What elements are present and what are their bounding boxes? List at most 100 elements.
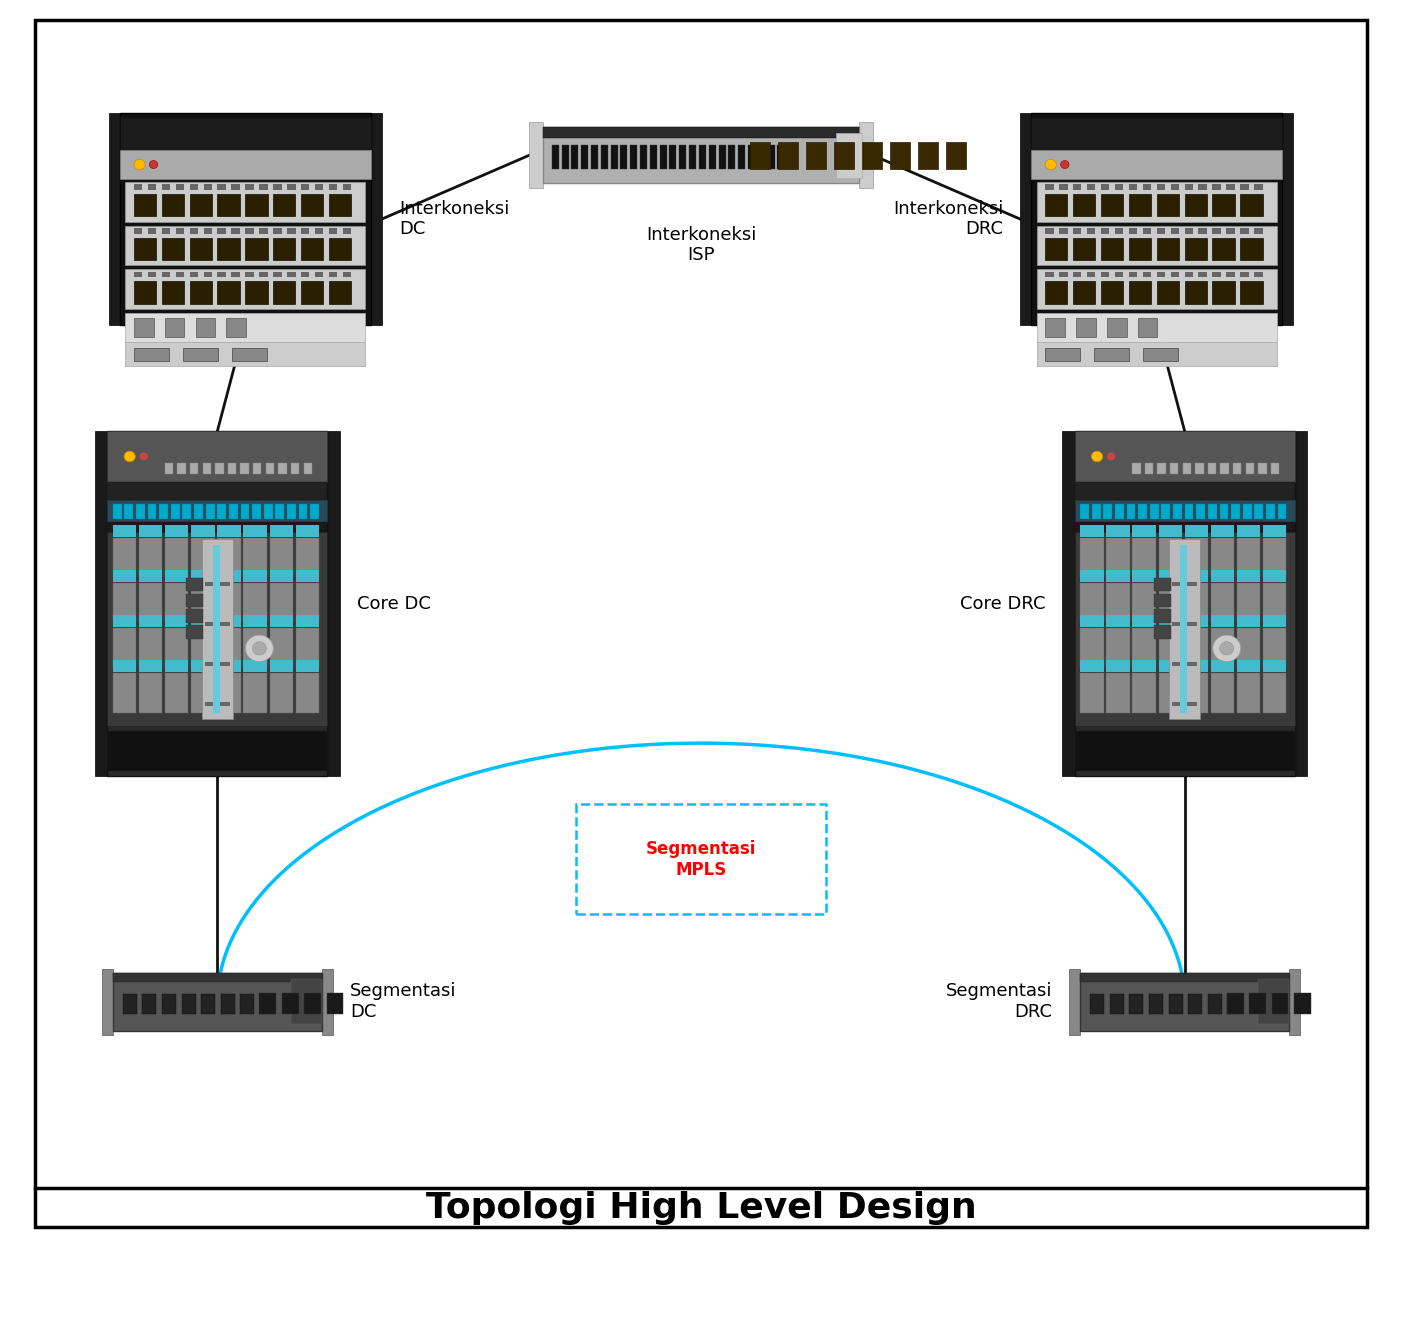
Bar <box>112 973 322 982</box>
Bar <box>777 145 785 169</box>
Bar <box>1189 994 1202 1014</box>
Bar <box>279 463 287 474</box>
Bar <box>670 145 677 169</box>
Bar <box>1242 504 1252 519</box>
Bar <box>1199 184 1207 190</box>
Bar <box>189 238 212 260</box>
Bar <box>160 504 168 519</box>
Bar <box>112 583 136 622</box>
Bar <box>327 431 339 776</box>
Bar <box>189 228 198 234</box>
Bar <box>1255 272 1263 277</box>
Bar <box>135 238 156 260</box>
Bar <box>161 272 170 277</box>
Bar <box>1237 537 1260 577</box>
Bar <box>1281 113 1294 325</box>
Bar <box>217 571 241 581</box>
Bar <box>1037 269 1276 309</box>
Bar <box>836 133 861 178</box>
Circle shape <box>1220 642 1234 656</box>
Bar <box>1207 463 1216 474</box>
Bar <box>259 272 268 277</box>
Bar <box>1277 504 1287 519</box>
Bar <box>1169 463 1179 474</box>
Bar <box>245 194 268 216</box>
Bar <box>191 628 215 667</box>
Bar <box>1245 463 1253 474</box>
Bar <box>1211 571 1234 581</box>
Bar <box>1158 661 1182 671</box>
Bar <box>296 571 320 581</box>
Bar <box>136 504 144 519</box>
Bar <box>1080 616 1103 626</box>
Circle shape <box>133 159 144 170</box>
Bar <box>1144 348 1178 361</box>
Bar <box>1044 318 1064 337</box>
Bar <box>544 127 858 138</box>
Text: Core DRC: Core DRC <box>960 594 1044 613</box>
Bar <box>275 504 285 519</box>
Bar <box>1075 731 1295 771</box>
Bar <box>1263 673 1287 713</box>
Bar <box>1019 113 1032 325</box>
Bar <box>269 571 293 581</box>
Bar <box>1157 194 1179 216</box>
Bar <box>1211 537 1234 577</box>
Bar <box>135 318 153 337</box>
Bar <box>304 993 321 1014</box>
Bar <box>1129 281 1151 304</box>
Bar <box>620 145 628 169</box>
Bar <box>273 281 296 304</box>
Bar <box>217 673 241 713</box>
Bar <box>1129 272 1137 277</box>
Bar <box>139 525 163 536</box>
Bar <box>1133 616 1155 626</box>
Bar <box>227 463 236 474</box>
Bar <box>241 504 250 519</box>
Bar <box>222 994 236 1014</box>
Bar <box>719 145 726 169</box>
Bar <box>205 702 230 706</box>
Bar <box>1106 525 1130 536</box>
Bar <box>135 228 143 234</box>
Bar <box>1228 994 1242 1014</box>
Bar <box>1129 238 1151 260</box>
Bar <box>370 113 381 325</box>
Bar <box>1080 525 1103 536</box>
Bar <box>123 994 137 1014</box>
Bar <box>1101 194 1123 216</box>
Bar <box>1044 348 1080 361</box>
Text: Segmentasi
DRC: Segmentasi DRC <box>946 982 1052 1022</box>
Bar <box>1106 661 1130 671</box>
Bar <box>1158 537 1182 577</box>
Bar <box>834 142 854 169</box>
Bar <box>1073 194 1095 216</box>
Bar <box>1075 431 1295 776</box>
Bar <box>862 142 882 169</box>
Bar <box>143 994 156 1014</box>
Bar <box>1133 525 1155 536</box>
Bar <box>252 504 261 519</box>
Bar <box>193 504 203 519</box>
Bar <box>175 184 184 190</box>
Bar <box>1295 431 1307 776</box>
Bar <box>322 969 334 1035</box>
Bar <box>171 504 179 519</box>
Bar <box>1087 228 1095 234</box>
Bar <box>139 661 163 671</box>
Bar <box>182 348 219 361</box>
Bar <box>299 504 307 519</box>
Bar <box>1227 993 1244 1014</box>
Bar <box>135 194 156 216</box>
Bar <box>107 500 327 522</box>
Bar <box>1150 994 1164 1014</box>
Bar <box>1263 571 1287 581</box>
Bar <box>1158 463 1166 474</box>
Bar <box>301 281 324 304</box>
Bar <box>1154 577 1171 591</box>
Bar <box>1044 184 1054 190</box>
Bar <box>203 184 212 190</box>
Bar <box>244 583 266 622</box>
Bar <box>1115 228 1123 234</box>
Bar <box>1255 184 1263 190</box>
